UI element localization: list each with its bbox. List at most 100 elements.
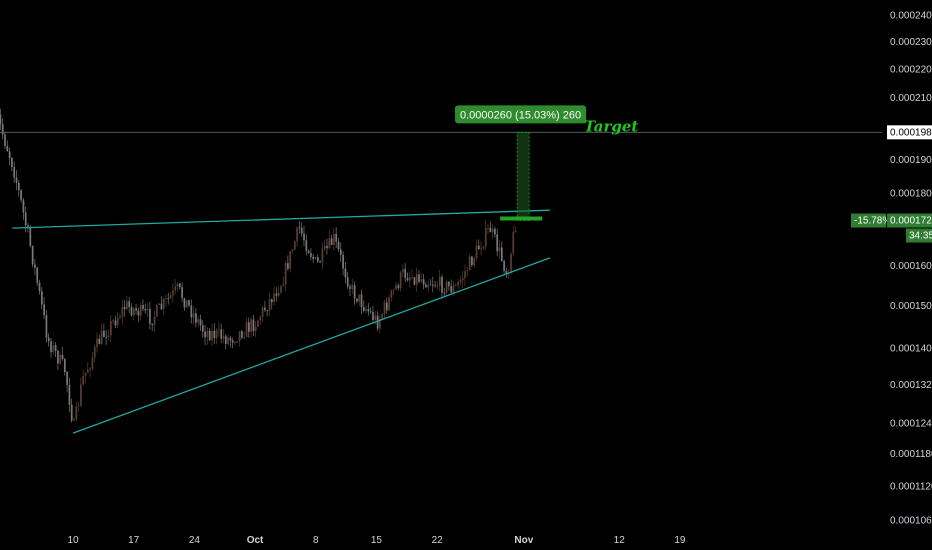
target-annotation: Target xyxy=(584,117,638,135)
candle-body xyxy=(119,316,121,319)
candle-body xyxy=(63,359,66,373)
candle-body xyxy=(356,298,358,302)
last-price-tag: 0.0001721 xyxy=(887,213,932,228)
candle-body xyxy=(339,249,342,255)
candle-body xyxy=(436,285,439,287)
candle-body xyxy=(418,274,420,282)
candle-body xyxy=(374,315,377,320)
candle-body xyxy=(422,279,425,285)
candle-body xyxy=(310,253,312,257)
y-tick-label: 0.0001180 xyxy=(890,449,932,460)
candle-body xyxy=(139,304,142,316)
candle-body xyxy=(190,305,193,318)
candle-body xyxy=(289,250,292,269)
x-tick-label: 10 xyxy=(67,535,79,546)
candle-body xyxy=(4,134,6,146)
candle-body xyxy=(109,321,112,336)
candle-body xyxy=(149,309,151,324)
candle-body xyxy=(218,329,220,331)
candle-body xyxy=(250,319,252,332)
candle-body xyxy=(206,330,209,338)
candle-body xyxy=(107,335,110,338)
candle-body xyxy=(415,274,418,285)
candle-body xyxy=(365,308,367,311)
candle-body xyxy=(45,315,48,338)
candle-body xyxy=(174,286,177,291)
candle-body xyxy=(121,307,124,317)
candle-body xyxy=(471,256,473,266)
candle-body xyxy=(1,123,4,135)
candle-body xyxy=(443,292,446,294)
candle-body xyxy=(335,233,338,242)
candle-body xyxy=(137,310,140,316)
candle-body xyxy=(103,330,105,338)
measure-range-box[interactable] xyxy=(516,131,530,221)
candle-body xyxy=(36,267,39,283)
candle-body xyxy=(130,307,133,316)
candle-body xyxy=(158,303,160,306)
time-axis[interactable]: 10 17 24 Oct 8 15 22 Nov 12 19 xyxy=(67,535,685,546)
candle-body xyxy=(82,376,85,385)
change-percent-text: -15.78% xyxy=(854,216,891,227)
candle-body xyxy=(68,384,71,405)
support-trendline[interactable] xyxy=(72,257,551,434)
candle-body xyxy=(70,404,73,421)
candle-body xyxy=(176,283,179,287)
candle-body xyxy=(326,245,328,249)
candle-body xyxy=(413,277,416,285)
candle-body xyxy=(24,212,27,226)
candle-body xyxy=(406,277,409,281)
candle-body xyxy=(408,277,411,281)
x-tick-label: 15 xyxy=(371,535,383,546)
candle-body xyxy=(197,319,200,323)
candle-body xyxy=(500,247,503,261)
candle-body xyxy=(34,264,36,268)
x-tick-label: 12 xyxy=(614,535,626,546)
candle-body xyxy=(66,372,68,385)
candle-body xyxy=(369,311,372,313)
candle-body xyxy=(464,271,466,278)
y-tick-label: 0.0001060 xyxy=(890,516,932,527)
candle-body xyxy=(17,182,20,191)
candle-body xyxy=(496,234,499,252)
candle-body xyxy=(47,337,50,342)
candle-body xyxy=(491,228,494,233)
candle-body xyxy=(112,320,114,322)
candle-body xyxy=(358,294,361,302)
candle-body xyxy=(144,308,147,311)
candle-body xyxy=(224,336,227,344)
candle-body xyxy=(390,290,393,298)
candle-body xyxy=(314,257,317,259)
candle-body xyxy=(86,369,89,373)
candle-body xyxy=(305,240,308,251)
candle-body xyxy=(93,346,96,358)
candle-body xyxy=(204,331,206,338)
candle-body xyxy=(392,289,395,291)
candle-body xyxy=(284,263,287,285)
candle-body xyxy=(411,277,413,279)
resistance-trendline[interactable] xyxy=(12,209,550,229)
candle-body xyxy=(43,304,45,316)
candle-body xyxy=(385,302,388,311)
candle-body xyxy=(362,307,365,311)
candle-body xyxy=(116,318,119,326)
candle-body xyxy=(89,368,91,370)
candle-body xyxy=(6,145,9,152)
candle-body xyxy=(441,276,443,293)
candle-body xyxy=(280,286,282,293)
candle-body xyxy=(75,406,78,420)
candle-body xyxy=(247,322,250,332)
candle-body xyxy=(512,231,515,254)
candle-body xyxy=(510,253,512,273)
candle-body xyxy=(431,284,434,286)
x-tick-label: 22 xyxy=(432,535,444,546)
candle-body xyxy=(100,330,103,345)
candle-body xyxy=(438,276,441,286)
